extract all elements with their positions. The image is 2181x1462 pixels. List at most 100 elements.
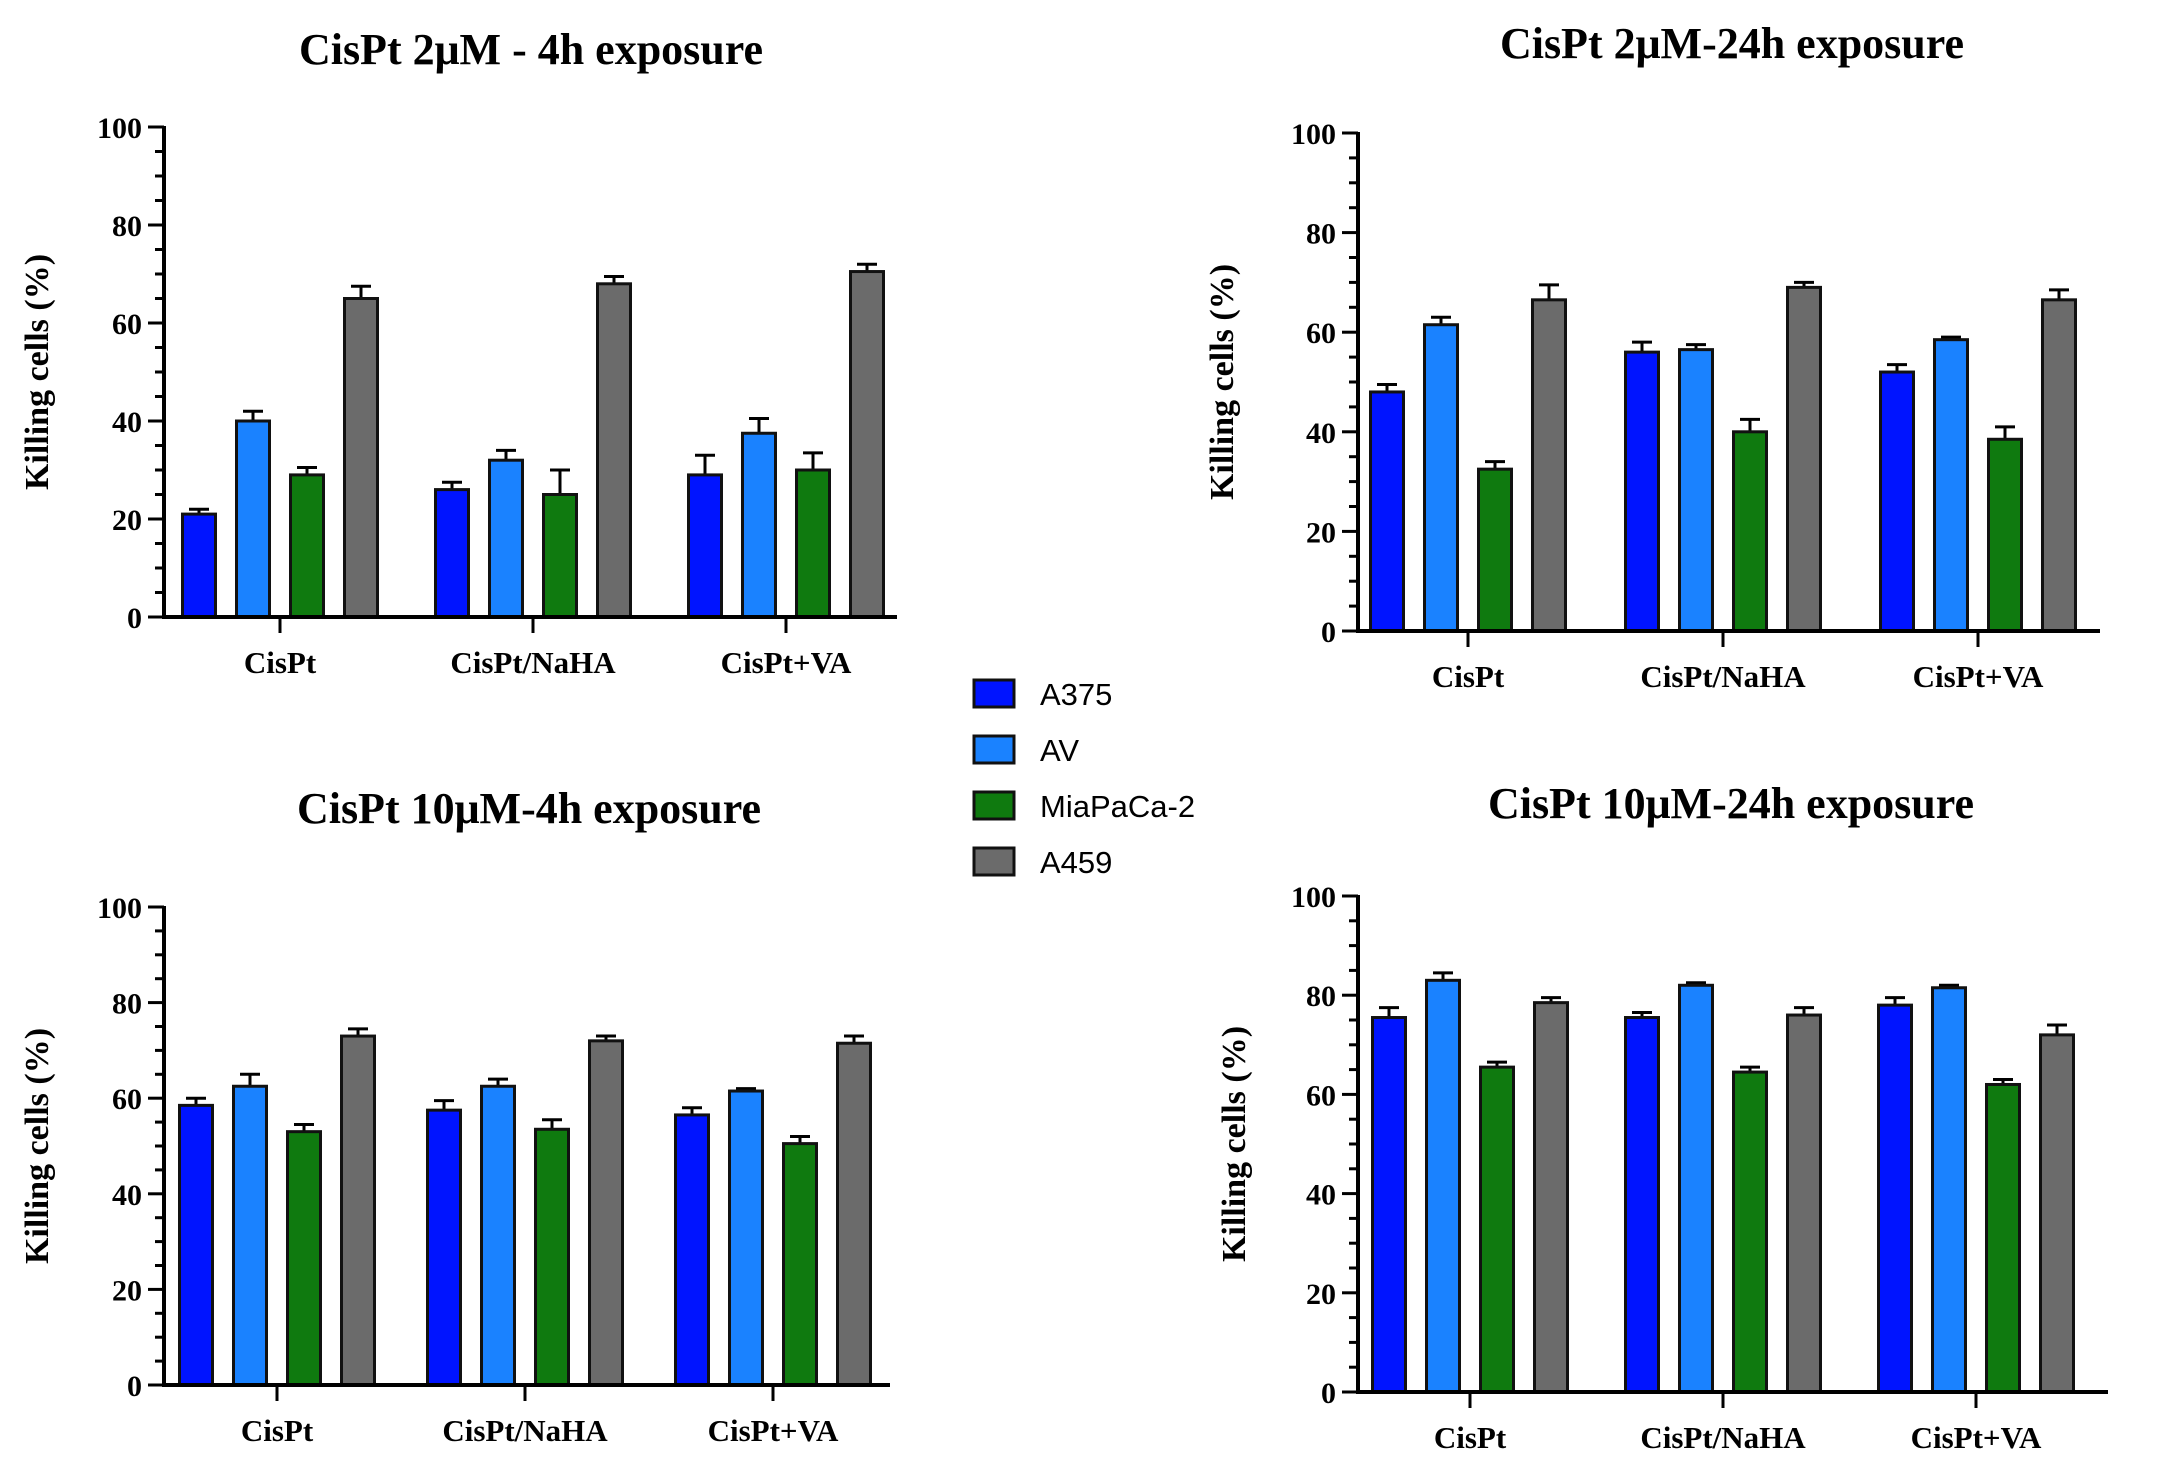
bar-miapaca-2 xyxy=(1987,437,2023,633)
bar-miapaca-2 xyxy=(289,473,325,619)
bar-a375 xyxy=(1624,1016,1660,1394)
bar-miapaca-2 xyxy=(1732,1070,1768,1394)
x-category-label: CisPt+VA xyxy=(708,1413,839,1448)
legend-label: AV xyxy=(1040,733,1079,768)
bar-a375 xyxy=(181,512,217,619)
bar-miapaca-2 xyxy=(1732,430,1768,633)
x-category-label: CisPt/NaHA xyxy=(1640,1420,1806,1455)
bar-a375 xyxy=(674,1113,710,1387)
y-tick-label: 60 xyxy=(1306,317,1336,350)
y-axis-label: Killing cells (%) xyxy=(19,1028,56,1264)
y-tick-label: 100 xyxy=(97,112,142,145)
bar-a375 xyxy=(434,488,470,619)
y-tick-label: 100 xyxy=(97,892,142,925)
legend-swatch-a459 xyxy=(972,846,1016,877)
x-category-label: CisPt/NaHA xyxy=(1640,659,1806,694)
bar-a459 xyxy=(588,1039,624,1387)
bar-av xyxy=(1931,986,1967,1394)
bar-a459 xyxy=(1786,285,1822,633)
y-tick-label: 0 xyxy=(127,1370,142,1403)
legend-label: MiaPaCa-2 xyxy=(1040,789,1195,824)
bar-miapaca-2 xyxy=(286,1130,322,1387)
y-tick-label: 40 xyxy=(112,406,142,439)
y-tick-label: 20 xyxy=(1306,516,1336,549)
bar-miapaca-2 xyxy=(782,1142,818,1387)
y-tick-label: 80 xyxy=(1306,980,1336,1013)
bar-av xyxy=(1933,338,1969,633)
bar-av xyxy=(1678,983,1714,1394)
legend-label: A459 xyxy=(1040,845,1112,880)
y-axis-label: Killing cells (%) xyxy=(1204,264,1241,500)
bar-miapaca-2 xyxy=(542,493,578,619)
bar-a375 xyxy=(426,1108,462,1387)
bar-miapaca-2 xyxy=(1477,467,1513,633)
y-tick-label: 60 xyxy=(112,1083,142,1116)
bar-a375 xyxy=(1879,370,1915,633)
chart-panel-10uM-4h: CisPt 10μM-4h exposure Killing cells (%) 0… xyxy=(19,784,890,1448)
x-category-label: CisPt/NaHA xyxy=(450,645,616,680)
y-tick-label: 80 xyxy=(1306,218,1336,251)
y-tick-label: 60 xyxy=(112,308,142,341)
y-tick-label: 80 xyxy=(112,210,142,243)
x-category-label: CisPt+VA xyxy=(1911,1420,2042,1455)
bar-miapaca-2 xyxy=(1985,1082,2021,1394)
chart-panel-2uM-4h: CisPt 2μM - 4h exposure Killing cells (%)… xyxy=(19,25,897,680)
y-tick-label: 0 xyxy=(1321,616,1336,649)
bar-a375 xyxy=(687,473,723,619)
bar-a459 xyxy=(1531,298,1567,633)
y-tick-label: 100 xyxy=(1291,881,1336,914)
bar-a459 xyxy=(1786,1013,1822,1394)
y-tick-label: 40 xyxy=(1306,1179,1336,1212)
x-category-label: CisPt xyxy=(244,645,317,680)
bar-miapaca-2 xyxy=(1479,1065,1515,1394)
bar-a459 xyxy=(2041,298,2077,633)
bar-a375 xyxy=(1877,1003,1913,1394)
bar-av xyxy=(1678,348,1714,633)
bar-av xyxy=(741,431,777,619)
bar-a459 xyxy=(1533,1001,1569,1394)
y-tick-label: 100 xyxy=(1291,118,1336,151)
bar-a375 xyxy=(178,1103,214,1387)
bar-a459 xyxy=(2039,1033,2075,1394)
chart-title: CisPt 2μM - 4h exposure xyxy=(299,25,763,74)
x-category-label: CisPt xyxy=(241,1413,314,1448)
bar-av xyxy=(728,1089,764,1387)
bar-av xyxy=(1423,323,1459,633)
legend: A375 AV MiaPaCa-2 A459 xyxy=(972,677,1195,880)
bar-a375 xyxy=(1369,390,1405,633)
bar-av xyxy=(488,458,524,619)
bar-a375 xyxy=(1371,1016,1407,1394)
y-tick-label: 20 xyxy=(1306,1278,1336,1311)
bar-miapaca-2 xyxy=(534,1127,570,1387)
y-tick-label: 80 xyxy=(112,988,142,1021)
x-category-label: CisPt+VA xyxy=(721,645,852,680)
y-tick-label: 40 xyxy=(1306,417,1336,450)
legend-swatch-miapaca-2 xyxy=(972,790,1016,821)
bar-a459 xyxy=(836,1041,872,1387)
y-tick-label: 40 xyxy=(112,1179,142,1212)
chart-panel-10uM-24h: CisPt 10μM-24h exposure Killing cells (%)… xyxy=(1216,779,2108,1455)
x-category-label: CisPt xyxy=(1434,1420,1507,1455)
y-tick-label: 60 xyxy=(1306,1079,1336,1112)
bar-av xyxy=(1425,978,1461,1394)
chart-title: CisPt 2μM-24h exposure xyxy=(1500,19,1964,68)
y-tick-label: 0 xyxy=(1321,1377,1336,1410)
y-tick-label: 0 xyxy=(127,602,142,635)
legend-label: A375 xyxy=(1040,677,1112,712)
legend-swatch-a375 xyxy=(972,678,1016,709)
chart-panel-2uM-24h: CisPt 2μM-24h exposure Killing cells (%) 0… xyxy=(1204,19,2100,694)
chart-title: CisPt 10μM-4h exposure xyxy=(297,784,761,833)
bar-av xyxy=(235,419,271,619)
bar-miapaca-2 xyxy=(795,468,831,619)
chart-title: CisPt 10μM-24h exposure xyxy=(1488,779,1974,828)
x-category-label: CisPt+VA xyxy=(1913,659,2044,694)
bar-a459 xyxy=(343,297,379,619)
bar-av xyxy=(480,1084,516,1387)
bar-av xyxy=(232,1084,268,1387)
bar-a375 xyxy=(1624,350,1660,633)
y-tick-label: 20 xyxy=(112,1274,142,1307)
bar-a459 xyxy=(849,270,885,619)
y-tick-label: 20 xyxy=(112,504,142,537)
y-axis-label: Killing cells (%) xyxy=(1216,1026,1253,1262)
